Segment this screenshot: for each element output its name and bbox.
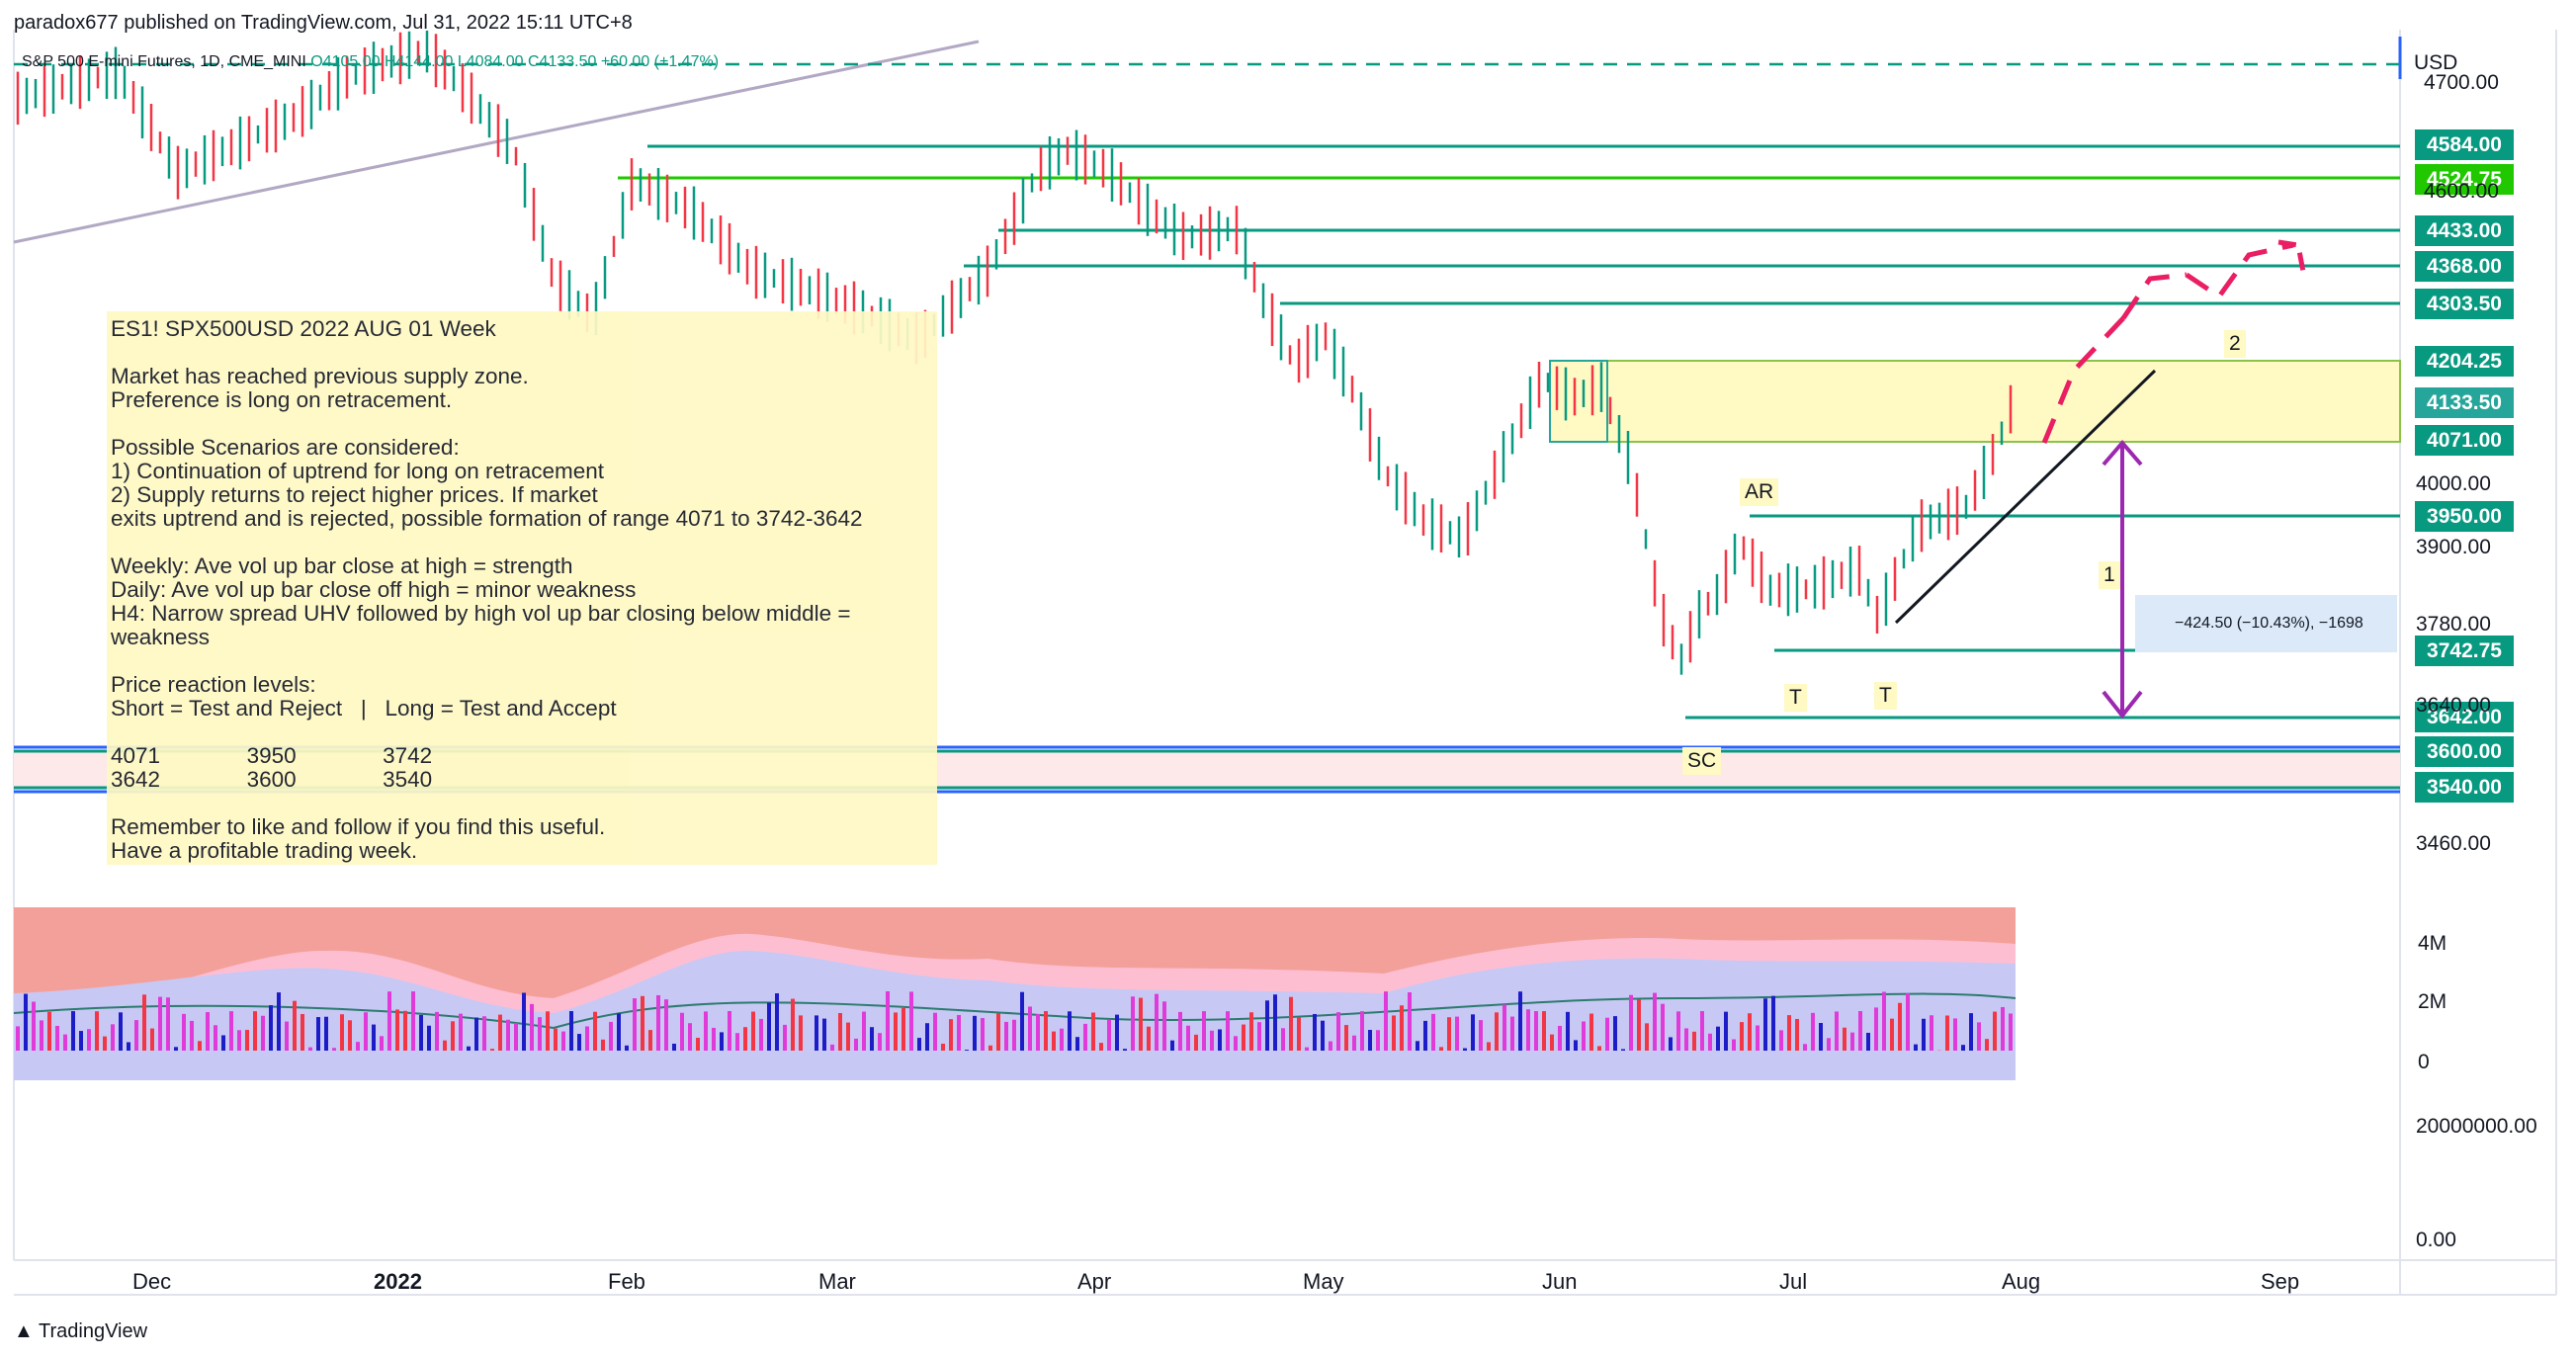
time-label: Apr bbox=[1077, 1269, 1112, 1294]
price-tick: 4700.00 bbox=[2424, 71, 2499, 94]
note-line: Price reaction levels: bbox=[111, 672, 316, 697]
currency-label[interactable]: USD bbox=[2414, 51, 2458, 74]
time-label: Sep bbox=[2261, 1269, 2300, 1294]
price-tick: 0 bbox=[2418, 1051, 2430, 1073]
price-label[interactable]: 3950.00 bbox=[2415, 501, 2514, 532]
note-line: Weekly: Ave vol up bar close at high = s… bbox=[111, 553, 573, 578]
note-line: Short = Test and Reject | Long = Test an… bbox=[111, 696, 617, 721]
price-label[interactable]: 3742.75 bbox=[2415, 636, 2514, 666]
price-label[interactable]: 3540.00 bbox=[2415, 772, 2514, 803]
marker-ar: AR bbox=[1740, 478, 1779, 506]
volume-bars bbox=[16, 991, 2013, 1051]
marker-1: 1 bbox=[2099, 561, 2120, 589]
symbol-legend[interactable]: S&P 500 E-mini Futures, 1D, CME_MINI O41… bbox=[22, 53, 719, 71]
note-line: 1) Continuation of uptrend for long on r… bbox=[111, 459, 605, 483]
note-line: 4071 3950 3742 bbox=[111, 743, 433, 768]
tradingview-logo[interactable]: ▲ TradingView bbox=[14, 1320, 147, 1343]
price-label[interactable]: 4368.00 bbox=[2415, 251, 2514, 282]
note-line: Have a profitable trading week. bbox=[111, 838, 418, 863]
measure-tooltip: −424.50 (−10.43%), −1698 bbox=[2135, 595, 2397, 652]
trend-channel-line bbox=[13, 40, 980, 244]
note-line: weakness bbox=[111, 625, 211, 649]
note-line: Remember to like and follow if you find … bbox=[111, 814, 606, 839]
note-line: Market has reached previous supply zone. bbox=[111, 364, 529, 388]
symbol-name: S&P 500 E-mini Futures, 1D, CME_MINI bbox=[22, 53, 306, 70]
price-tick: 4000.00 bbox=[2416, 472, 2491, 495]
ohlc-values: O4105.00 H4144.00 L4084.00 C4133.50 +60.… bbox=[310, 53, 720, 70]
uptrend-line bbox=[1894, 369, 2157, 625]
price-tick: 0.00 bbox=[2416, 1229, 2456, 1251]
price-tick: 4600.00 bbox=[2424, 180, 2499, 203]
marker-sc: SC bbox=[1682, 747, 1722, 775]
note-line: 3642 3600 3540 bbox=[111, 767, 433, 792]
marker-2: 2 bbox=[2224, 330, 2246, 358]
price-label[interactable]: 4303.50 bbox=[2415, 289, 2514, 319]
measure-text: −424.50 (−10.43%), −1698 bbox=[2175, 615, 2363, 632]
level-lines bbox=[647, 144, 2400, 720]
tradingview-icon: ▲ bbox=[14, 1320, 34, 1342]
price-label[interactable]: 3600.00 bbox=[2415, 736, 2514, 767]
supply-zone-origin bbox=[1549, 360, 1608, 443]
time-label: Mar bbox=[818, 1269, 856, 1294]
time-label: Feb bbox=[608, 1269, 645, 1294]
price-label[interactable]: 4204.25 bbox=[2415, 346, 2514, 377]
price-tick: 3780.00 bbox=[2416, 613, 2491, 636]
price-tick: 2M bbox=[2418, 990, 2447, 1013]
price-tick: 3900.00 bbox=[2416, 536, 2491, 558]
marker-test-2: T bbox=[1874, 682, 1897, 710]
note-line: exits uptrend and is rejected, possible … bbox=[111, 506, 863, 531]
price-label[interactable]: 4433.00 bbox=[2415, 215, 2514, 246]
price-label[interactable]: 4133.50 bbox=[2415, 387, 2514, 418]
note-line: ES1! SPX500USD 2022 AUG 01 Week bbox=[111, 316, 496, 341]
time-label: Jul bbox=[1779, 1269, 1808, 1294]
publish-header: paradox677 published on TradingView.com,… bbox=[14, 12, 633, 34]
price-tick: 3460.00 bbox=[2416, 832, 2491, 855]
note-line: Possible Scenarios are considered: bbox=[111, 435, 460, 460]
price-label[interactable]: 3642.00 bbox=[2415, 702, 2514, 732]
time-label: Jun bbox=[1542, 1269, 1578, 1294]
note-line: 2) Supply returns to reject higher price… bbox=[111, 482, 598, 507]
time-label: May bbox=[1303, 1269, 1344, 1294]
note-line: Daily: Ave vol up bar close off high = m… bbox=[111, 577, 637, 602]
price-tick: 3640.00 bbox=[2416, 694, 2491, 717]
brand-label: TradingView bbox=[39, 1320, 148, 1342]
marker-test-1: T bbox=[1784, 684, 1807, 712]
time-label: 2022 bbox=[374, 1269, 422, 1294]
price-tick: 20000000.00 bbox=[2416, 1115, 2537, 1138]
price-tick: 4M bbox=[2418, 932, 2447, 955]
note-line: H4: Narrow spread UHV followed by high v… bbox=[111, 601, 851, 626]
analysis-note[interactable]: ES1! SPX500USD 2022 AUG 01 Week Market ha… bbox=[107, 311, 937, 865]
scenario-path bbox=[2041, 242, 2294, 444]
price-label[interactable]: 4524.75 bbox=[2415, 164, 2514, 195]
price-label[interactable]: 4071.00 bbox=[2415, 425, 2514, 456]
note-line: Preference is long on retracement. bbox=[111, 387, 453, 412]
time-label: Aug bbox=[2002, 1269, 2041, 1294]
price-label[interactable]: 4584.00 bbox=[2415, 129, 2514, 160]
time-label: Dec bbox=[132, 1269, 172, 1294]
supply-zone bbox=[1549, 360, 2401, 443]
